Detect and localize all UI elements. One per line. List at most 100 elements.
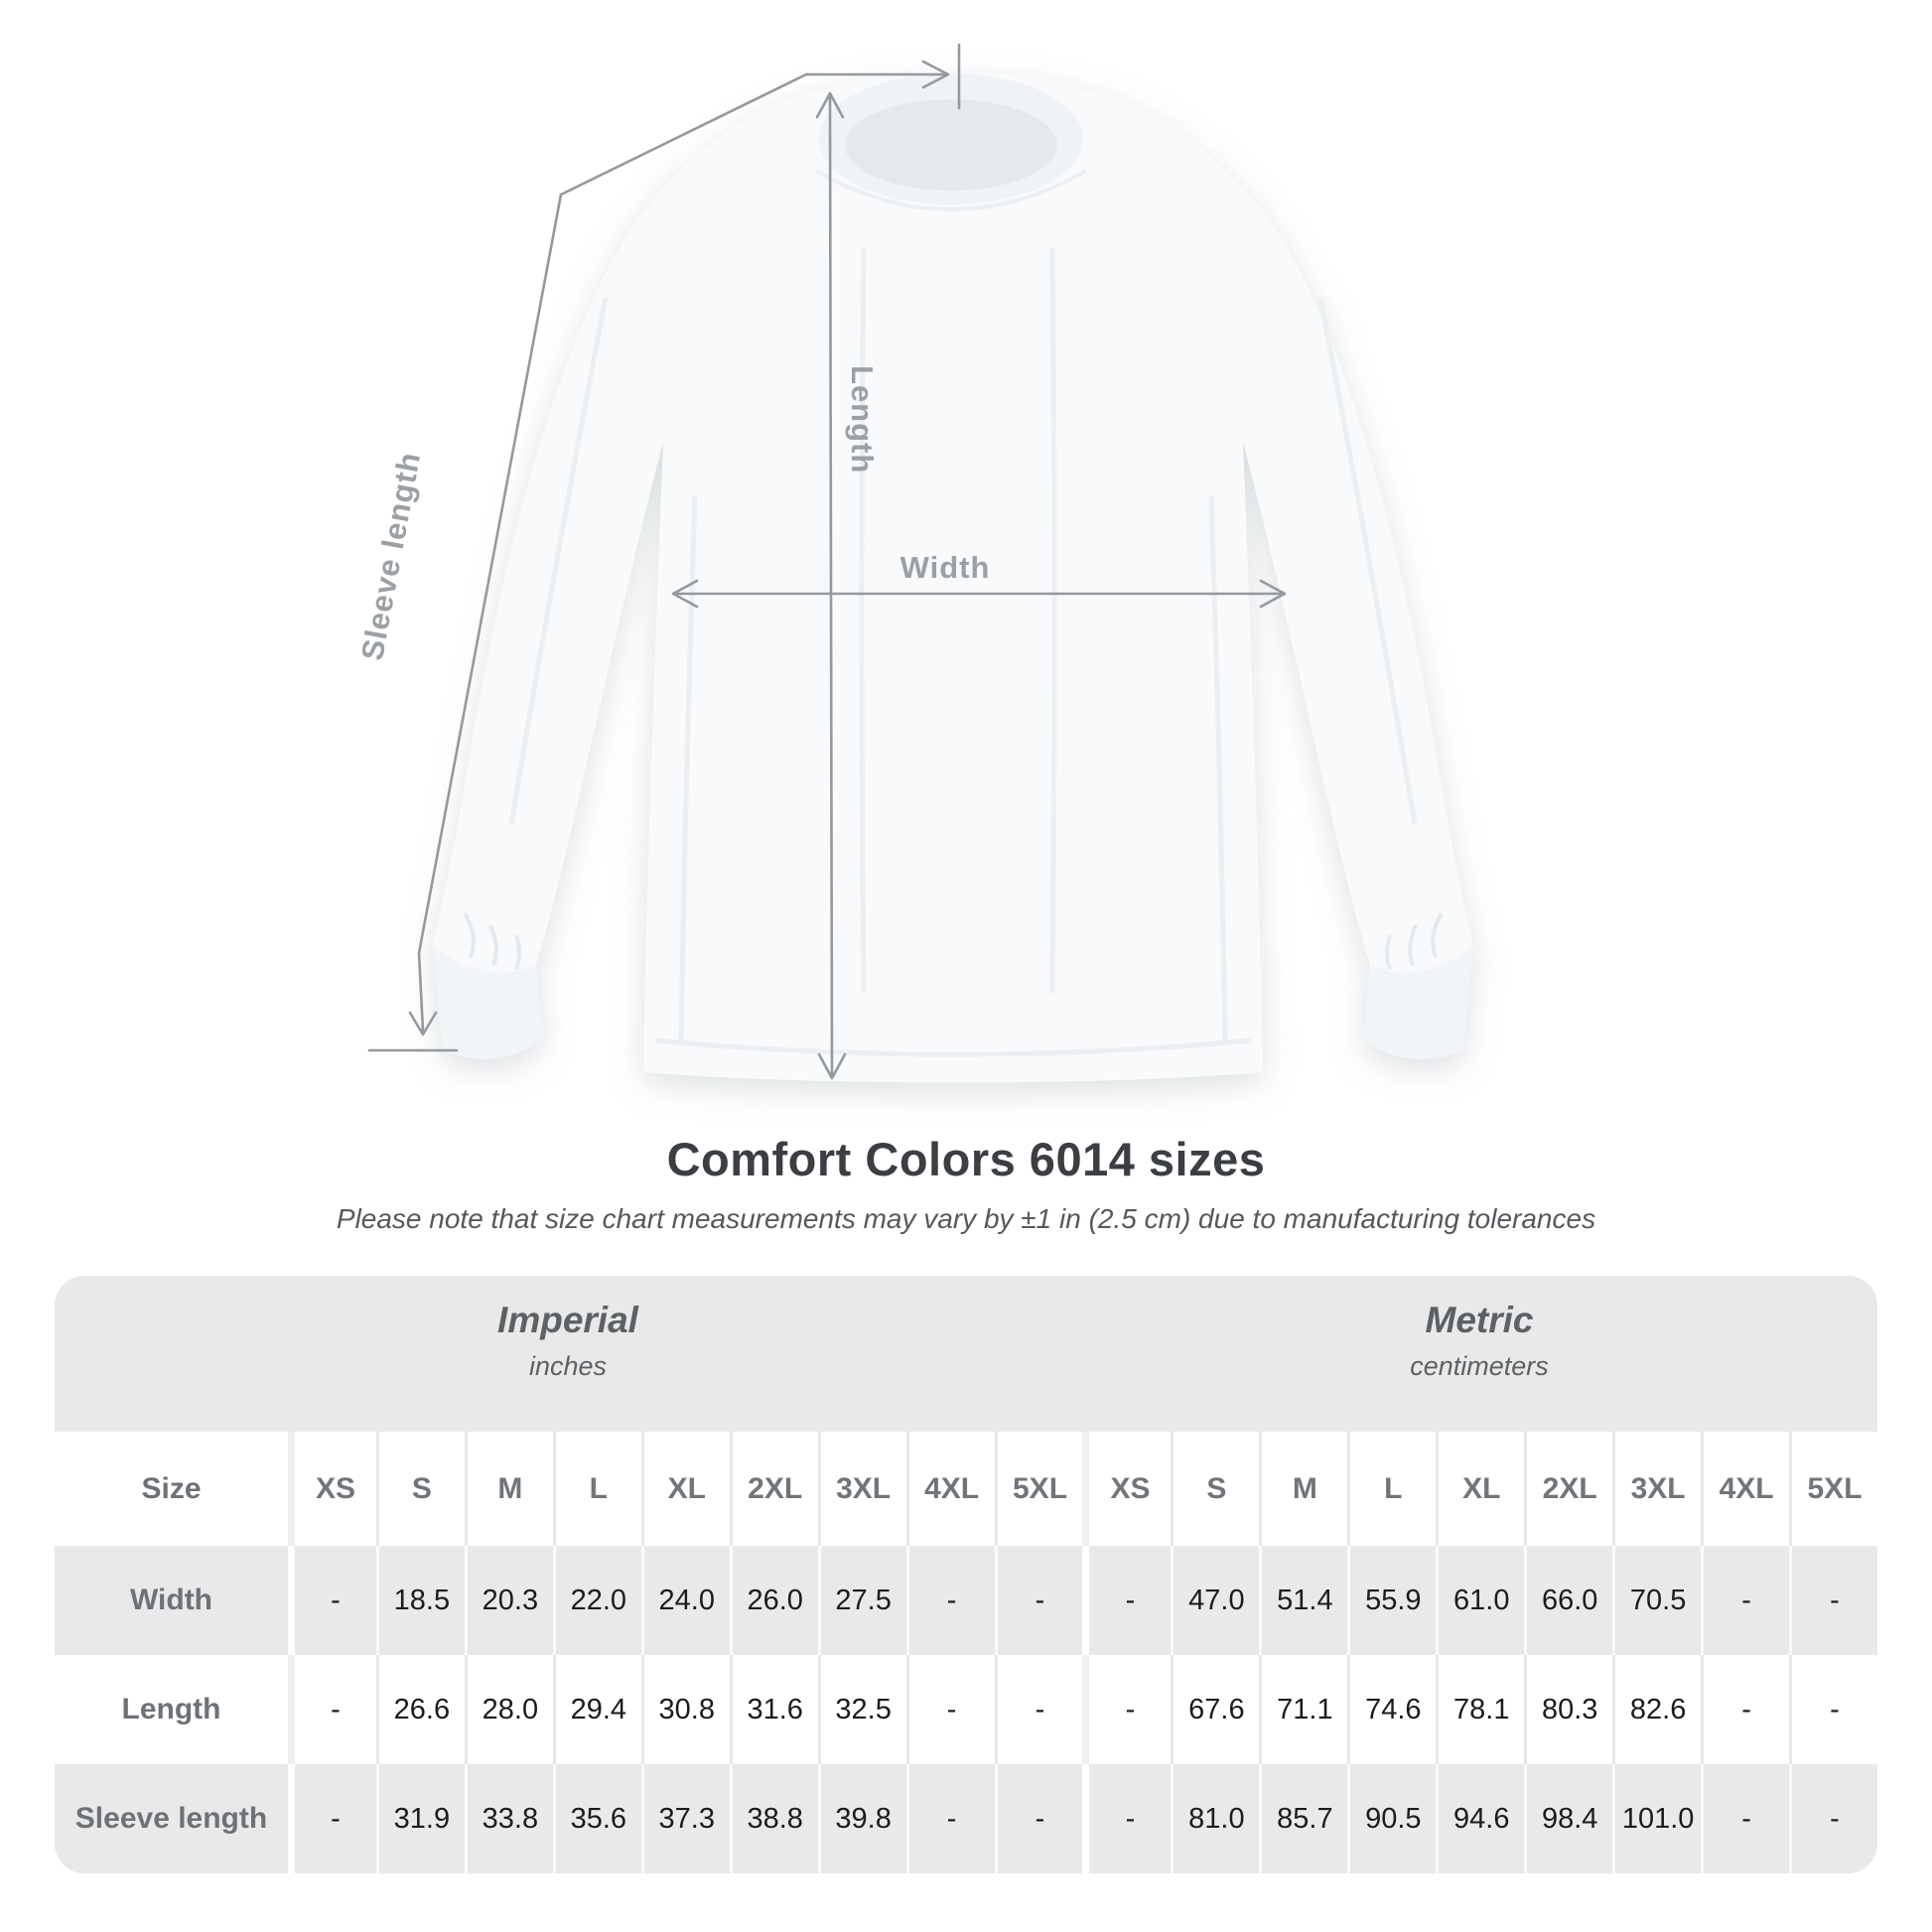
table-cell: 20.3 [464,1546,553,1655]
table-cell: 26.0 [729,1546,818,1655]
size-col-header: 5XL [1789,1432,1877,1546]
table-cell: 61.0 [1436,1546,1524,1655]
table-cell: - [288,1764,376,1873]
left-cuff [433,945,543,1059]
size-col-header: L [1347,1432,1436,1546]
table-cell: 51.4 [1259,1546,1347,1655]
table-cell: 24.0 [640,1546,730,1655]
table-cell: 31.9 [375,1764,465,1873]
table-cell: - [1789,1764,1877,1873]
table-cell: - [905,1764,995,1873]
width-row: Width -18.5 20.3 22.0 24.0 26.0 27.5- - -47.0 51… [55,1546,1877,1655]
top-reference-line [804,43,961,110]
table-cell: 90.5 [1347,1764,1436,1873]
size-col-header: S [375,1432,465,1546]
imperial-title: Imperial [497,1300,638,1340]
table-cell: 28.0 [464,1655,553,1764]
sleeve-length-label: Sleeve length [354,449,427,663]
table-cell: 85.7 [1259,1764,1347,1873]
size-col-header: S [1171,1432,1259,1546]
table-cell: - [1789,1655,1877,1764]
sleeve-length-line [367,72,808,1052]
table-cell: - [288,1655,376,1764]
length-row-label: Length [121,1693,221,1725]
cuff-gathers [463,911,1444,970]
table-cell: 32.5 [817,1655,906,1764]
size-col-header: XS [288,1432,376,1546]
size-label: Size [141,1471,202,1505]
table-cell: 47.0 [1171,1546,1259,1655]
size-col-header: XL [1436,1432,1524,1546]
size-col-header: 4XL [1701,1432,1789,1546]
length-label: Length [845,365,880,474]
right-cuff [1363,945,1473,1059]
metric-header: Metric centimeters [1410,1300,1549,1382]
size-col-header: L [552,1432,641,1546]
table-cell: 22.0 [552,1546,641,1655]
table-cell: - [994,1764,1083,1873]
table-cell: 38.8 [729,1764,818,1873]
table-cell: 74.6 [1347,1655,1436,1764]
table-cell: 101.0 [1612,1764,1701,1873]
table-cell: - [905,1655,995,1764]
unit-header-band: Imperial inches Metric centimeters [55,1276,1877,1432]
sleeve-length-row: Sleeve length -31.9 33.8 35.6 37.3 38.8 39.8-… [55,1764,1877,1873]
table-cell: 67.6 [1171,1655,1259,1764]
size-col-header: 5XL [994,1432,1083,1546]
collar-opening [845,99,1057,191]
size-col-header: 3XL [1612,1432,1701,1546]
table-cell: 66.0 [1524,1546,1612,1655]
table-cell: 27.5 [817,1546,906,1655]
table-cell: 82.6 [1612,1655,1701,1764]
table-cell: 80.3 [1524,1655,1612,1764]
table-cell: 55.9 [1347,1546,1436,1655]
imperial-header: Imperial inches [497,1300,638,1382]
table-cell: - [1082,1764,1171,1873]
width-label: Width [900,550,991,585]
metric-subtitle: centimeters [1410,1351,1549,1381]
table-cell: - [994,1546,1083,1655]
table-cell: - [1082,1546,1171,1655]
table-cell: - [994,1655,1083,1764]
size-col-header: 4XL [905,1432,995,1546]
table-cell: 81.0 [1171,1764,1259,1873]
table-cell: 31.6 [729,1655,818,1764]
table-cell: 37.3 [640,1764,730,1873]
size-col-header: M [1259,1432,1347,1546]
table-cell: - [1789,1546,1877,1655]
table-cell: 26.6 [375,1655,465,1764]
table-cell: 70.5 [1612,1546,1701,1655]
size-col-header: XS [1082,1432,1171,1546]
tolerance-note: Please note that size chart measurements… [336,1203,1596,1234]
sleeve-length-row-label: Sleeve length [74,1802,268,1835]
table-cell: - [1082,1655,1171,1764]
size-col-header: 2XL [729,1432,818,1546]
table-cell: - [1701,1764,1789,1873]
size-col-header: M [464,1432,553,1546]
length-row: Length -26.6 28.0 29.4 30.8 31.6 32.5- - -67.6 7… [55,1655,1877,1764]
table-cell: - [1701,1546,1789,1655]
metric-title: Metric [1425,1300,1534,1340]
size-col-header: 3XL [817,1432,906,1546]
length-arrow [815,91,847,1080]
size-col-header: 2XL [1524,1432,1612,1546]
shirt-body [433,72,1473,1083]
table-cell: 18.5 [375,1546,465,1655]
table-cell: 30.8 [640,1655,730,1764]
table-cell: - [905,1546,995,1655]
table-cell: 98.4 [1524,1764,1612,1873]
width-row-label: Width [129,1584,213,1616]
table-cell: 71.1 [1259,1655,1347,1764]
collar-seam [815,169,1087,211]
shirt-graphic [433,72,1473,1083]
page-title: Comfort Colors 6014 sizes [666,1133,1266,1185]
table-cell: 33.8 [464,1764,553,1873]
table-cell: 78.1 [1436,1655,1524,1764]
size-table: Imperial inches Metric centimeters Size … [55,1276,1877,1873]
table-cell: - [288,1546,376,1655]
size-col-header: XL [640,1432,730,1546]
table-cell: 29.4 [552,1655,641,1764]
table-cell: 94.6 [1436,1764,1524,1873]
table-cell: - [1701,1655,1789,1764]
